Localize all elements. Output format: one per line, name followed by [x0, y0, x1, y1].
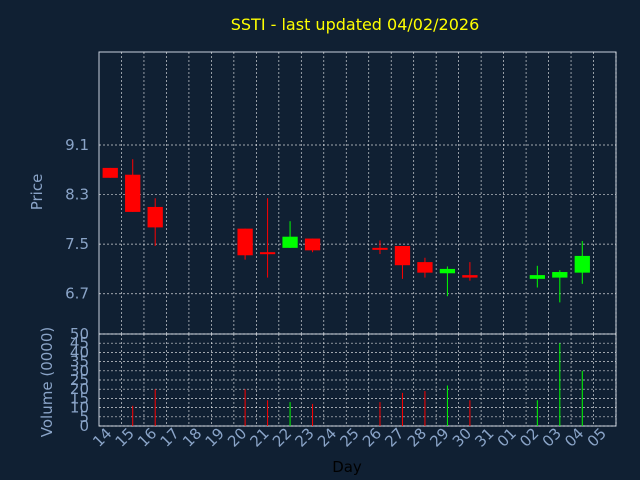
candle-body — [417, 262, 433, 273]
candle-body — [259, 252, 276, 255]
candle-body — [439, 268, 456, 274]
volume-tick-label: 5 — [79, 408, 89, 426]
candle-body — [552, 272, 568, 278]
candle-body — [574, 255, 590, 273]
y-axis-label: Price — [28, 174, 46, 211]
candle-body — [462, 275, 478, 278]
chart-title: SSTI - last updated 04/02/2026 — [231, 15, 480, 34]
volume-tick-label: 25 — [70, 371, 89, 389]
price-tick-label: 6.7 — [65, 285, 89, 303]
price-tick-label: 9.1 — [65, 136, 89, 154]
volume-tick-label: 35 — [70, 353, 89, 371]
x-axis-label: Day — [332, 458, 362, 476]
candle-body — [237, 228, 253, 256]
candle-body — [304, 238, 321, 251]
volume-tick-label: 50 — [70, 325, 89, 343]
candle-body — [282, 236, 298, 248]
x-axis-ticks: 1415161718192021222324252627282930310102… — [89, 424, 610, 450]
volume-tick-label: 15 — [70, 389, 89, 407]
candle-body — [529, 275, 545, 279]
volume-tick-label: 10 — [70, 399, 89, 417]
volume-tick-label: 45 — [70, 334, 89, 352]
candle-body — [147, 206, 163, 228]
price-panel-frame — [98, 51, 617, 335]
volume-tick-label: 0 — [79, 417, 89, 435]
candle-body — [125, 174, 141, 212]
price-tick-label: 8.3 — [65, 186, 89, 204]
candle-body — [102, 167, 118, 178]
volume-tick-label: 30 — [70, 362, 89, 380]
volume-axis-label: Volume (0000) — [38, 327, 56, 437]
volume-tick-label: 20 — [70, 380, 89, 398]
price-panel: 6.7 7.5 8.3 9.1 — [65, 51, 617, 335]
x-tick-label: 05 — [584, 424, 610, 450]
volume-tick-label: 40 — [70, 343, 89, 361]
candle-body — [372, 247, 388, 250]
price-tick-label: 7.5 — [65, 235, 89, 253]
candle-body — [394, 245, 411, 266]
